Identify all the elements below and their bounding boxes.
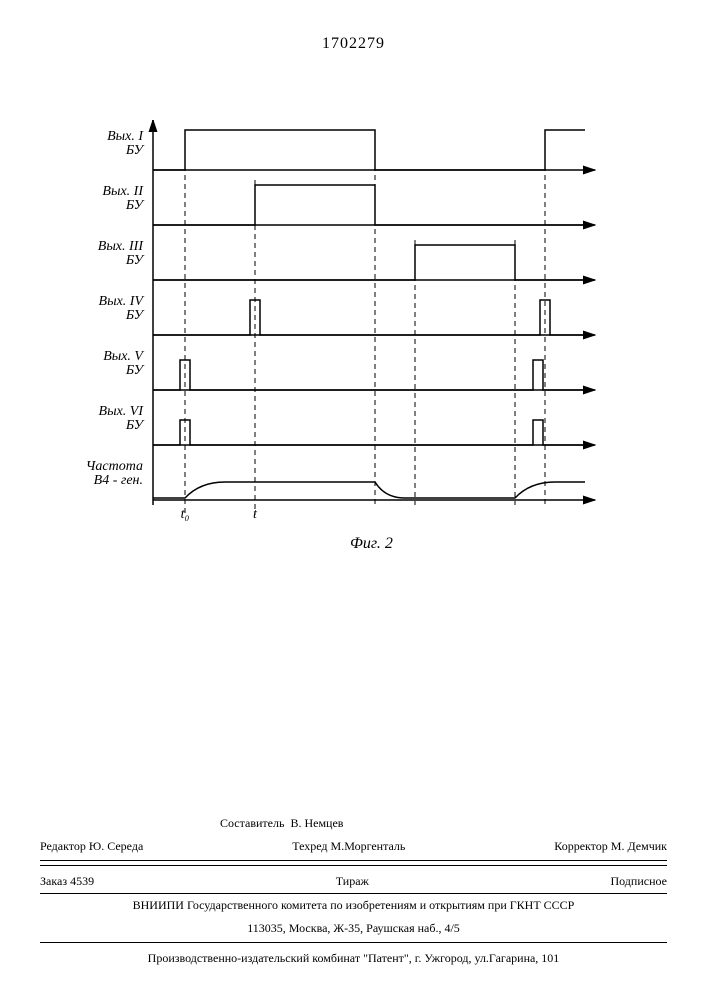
editor: Редактор Ю. Середа — [40, 839, 143, 854]
timing-diagram: Вых. IБУ Вых. IIБУ Вых. IIIБУ Вых. IVБУ … — [75, 120, 615, 550]
svg-text:t: t — [253, 507, 258, 522]
footer: Составитель В. Немцев Редактор Ю. Середа… — [40, 812, 667, 970]
circulation: Тираж — [336, 874, 369, 889]
label-row6: Вых. VIБУ — [75, 405, 143, 433]
institute: ВНИИПИ Государственного комитета по изоб… — [40, 894, 667, 917]
corrector: Корректор М. Демчик — [554, 839, 667, 854]
order: Заказ 4539 — [40, 874, 94, 889]
publisher: Производственно-издательский комбинат "П… — [40, 945, 667, 970]
label-row4: Вых. IVБУ — [75, 295, 143, 323]
compiler: Составитель В. Немцев — [220, 816, 343, 831]
label-row3: Вых. IIIБУ — [75, 240, 143, 268]
label-row1: Вых. IБУ — [75, 130, 143, 158]
address: 113035, Москва, Ж-35, Раушская наб., 4/5 — [40, 917, 667, 940]
svg-text:t₀: t₀ — [181, 507, 190, 522]
label-row7: ЧастотаВ4 - ген. — [75, 460, 143, 488]
subscription: Подписное — [610, 874, 667, 889]
patent-number: 1702279 — [0, 35, 707, 53]
tech: Техред М.Моргенталь — [292, 839, 405, 854]
figure-label: Фиг. 2 — [350, 535, 393, 553]
label-row2: Вых. IIБУ — [75, 185, 143, 213]
label-row5: Вых. VБУ — [75, 350, 143, 378]
timing-svg: t₀ t — [75, 120, 615, 540]
